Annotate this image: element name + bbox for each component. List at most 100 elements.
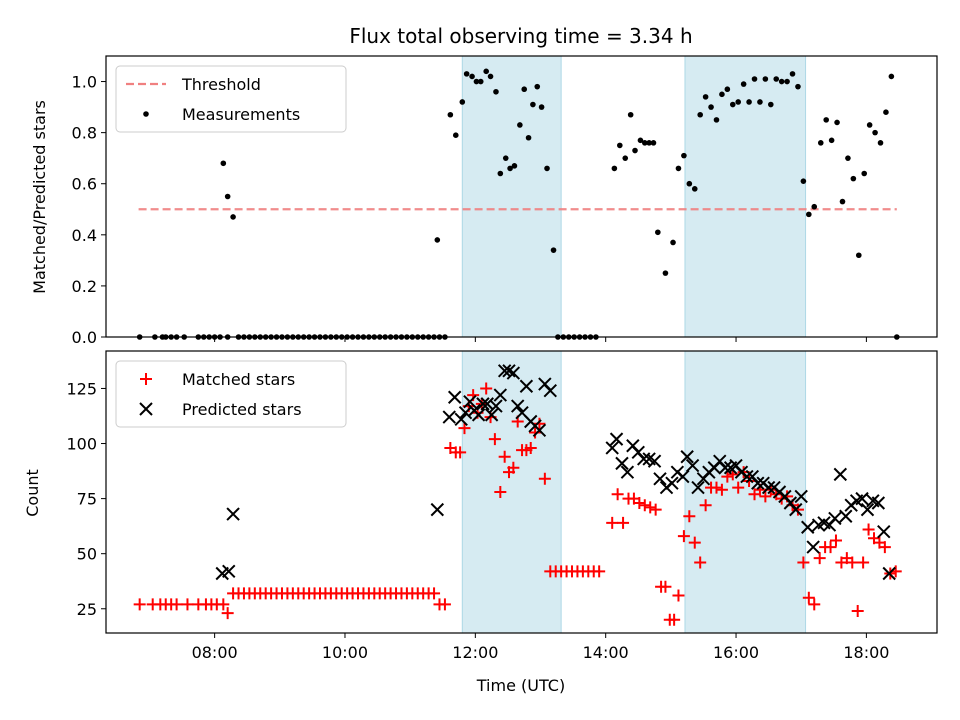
data-point	[702, 94, 709, 100]
data-point	[637, 137, 644, 144]
data-point	[538, 104, 545, 110]
data-point	[502, 155, 509, 161]
data-point	[806, 211, 812, 218]
data-point	[762, 76, 769, 82]
data-point	[888, 73, 895, 80]
legend-swatch-cross	[139, 402, 153, 416]
data-point	[476, 397, 490, 411]
data-point	[641, 140, 648, 146]
data-point	[510, 399, 525, 413]
data-point	[511, 163, 518, 169]
data-point	[502, 364, 516, 378]
data-point	[473, 78, 480, 85]
data-point	[784, 78, 790, 85]
data-point	[638, 499, 651, 512]
data-point	[593, 565, 606, 578]
data-point	[823, 117, 829, 123]
data-point	[834, 119, 840, 126]
data-point	[524, 441, 537, 454]
y-tick-label: 1.0	[72, 73, 97, 92]
data-point	[519, 379, 534, 393]
data-point	[877, 140, 884, 146]
x-tick-label: 14:00	[583, 643, 629, 662]
data-point	[829, 534, 842, 547]
data-point	[617, 516, 630, 529]
y-tick-label: 75	[77, 490, 97, 509]
y-tick-label: 25	[77, 600, 97, 619]
legend-label: Matched stars	[182, 370, 295, 389]
data-point	[759, 490, 772, 503]
data-point	[845, 155, 851, 161]
data-point	[226, 507, 240, 521]
data-point	[828, 511, 842, 526]
data-point	[636, 452, 651, 466]
data-point	[778, 78, 785, 85]
data-point	[477, 78, 484, 85]
data-point	[458, 422, 471, 435]
x-tick-label: 16:00	[713, 643, 759, 662]
data-point	[713, 117, 720, 123]
data-point	[497, 170, 504, 177]
data-point	[808, 598, 821, 611]
y-tick-label: 50	[77, 545, 97, 564]
data-point	[534, 83, 541, 90]
data-point	[672, 589, 685, 602]
data-point	[430, 502, 445, 517]
data-point	[683, 510, 696, 523]
data-point	[685, 458, 700, 473]
data-point	[794, 489, 808, 504]
data-point	[691, 186, 698, 192]
data-point	[761, 480, 776, 495]
y-tick-label: 0.2	[72, 277, 97, 296]
data-point	[670, 239, 676, 246]
data-point	[768, 101, 774, 108]
data-point	[550, 247, 557, 253]
data-point	[677, 530, 690, 543]
data-point	[735, 99, 742, 105]
plot-frame	[105, 350, 938, 634]
data-point	[463, 394, 477, 409]
legend-box	[115, 360, 347, 428]
data-point	[724, 86, 731, 93]
data-point	[615, 456, 629, 471]
data-point	[544, 165, 550, 172]
data-point	[471, 408, 486, 422]
data-point	[230, 214, 236, 220]
data-point	[458, 405, 473, 420]
data-point	[751, 476, 765, 490]
data-point	[882, 566, 896, 581]
data-point	[791, 503, 804, 516]
data-point	[222, 564, 236, 579]
data-point	[617, 142, 623, 149]
data-point	[434, 237, 441, 243]
data-point	[732, 481, 745, 494]
data-point	[533, 417, 546, 430]
y-tick-label: 0.8	[72, 124, 97, 143]
data-point	[428, 587, 441, 600]
data-point	[469, 73, 475, 80]
data-point	[133, 598, 146, 611]
data-point	[649, 503, 662, 516]
data-point	[483, 68, 489, 75]
data-point	[647, 454, 662, 468]
data-point	[484, 408, 499, 422]
data-point	[655, 229, 661, 236]
shaded-interval-1	[461, 350, 562, 634]
data-point	[622, 155, 629, 161]
bottom-y-axis-label: Count	[23, 469, 42, 517]
data-point	[633, 497, 646, 510]
chart-title: Flux total observing time = 3.34 h	[349, 24, 692, 48]
x-tick-label: 08:00	[192, 643, 238, 662]
data-point	[170, 598, 183, 611]
data-point	[862, 523, 875, 536]
data-point	[489, 399, 503, 413]
data-point	[493, 88, 499, 95]
data-point	[801, 520, 815, 534]
data-point	[532, 423, 547, 438]
data-point	[851, 604, 864, 617]
data-point	[606, 516, 619, 529]
data-point	[817, 140, 824, 146]
data-point	[217, 598, 230, 611]
data-point	[729, 101, 736, 108]
